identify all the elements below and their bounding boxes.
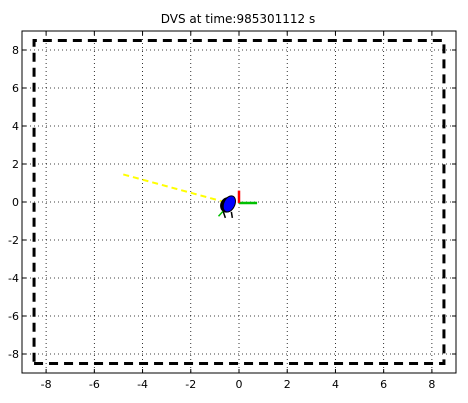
x-tick-label: 8 [428, 378, 435, 391]
trajectory-layer [123, 173, 225, 203]
boundary-layer [32, 39, 446, 365]
x-tick-labels: -8 -6 -4 -2 0 2 4 6 8 [41, 378, 436, 391]
y-tick-label: 4 [12, 120, 19, 133]
y-tick-label: -2 [8, 234, 19, 247]
robot-leg [230, 211, 234, 219]
y-tick-label: -8 [8, 348, 19, 361]
y-tick-labels: -8 -6 -4 -2 0 2 4 6 8 [8, 44, 19, 361]
y-tick-label: 6 [12, 82, 19, 95]
trajectory-line [123, 173, 225, 203]
robot-leg [222, 211, 227, 219]
x-tick-label: -2 [185, 378, 196, 391]
x-tick-label: 2 [284, 378, 291, 391]
x-tick-label: 0 [236, 378, 243, 391]
x-tick-label: -8 [41, 378, 52, 391]
robot-layer [217, 190, 258, 219]
y-tick-label: -6 [8, 310, 19, 323]
y-tick-label: -4 [8, 272, 19, 285]
y-tick-label: 0 [12, 196, 19, 209]
x-tick-label: 6 [380, 378, 387, 391]
chart-title: DVS at time:985301112 s [161, 12, 315, 26]
boundary-rectangle [32, 39, 446, 365]
x-tick-label: -6 [89, 378, 100, 391]
grid-lines [22, 31, 456, 373]
y-tick-label: 2 [12, 158, 19, 171]
robot-body [222, 195, 236, 213]
y-tick-label: 8 [12, 44, 19, 57]
tick-marks [22, 31, 456, 373]
x-tick-label: -4 [137, 378, 148, 391]
x-tick-label: 4 [332, 378, 339, 391]
